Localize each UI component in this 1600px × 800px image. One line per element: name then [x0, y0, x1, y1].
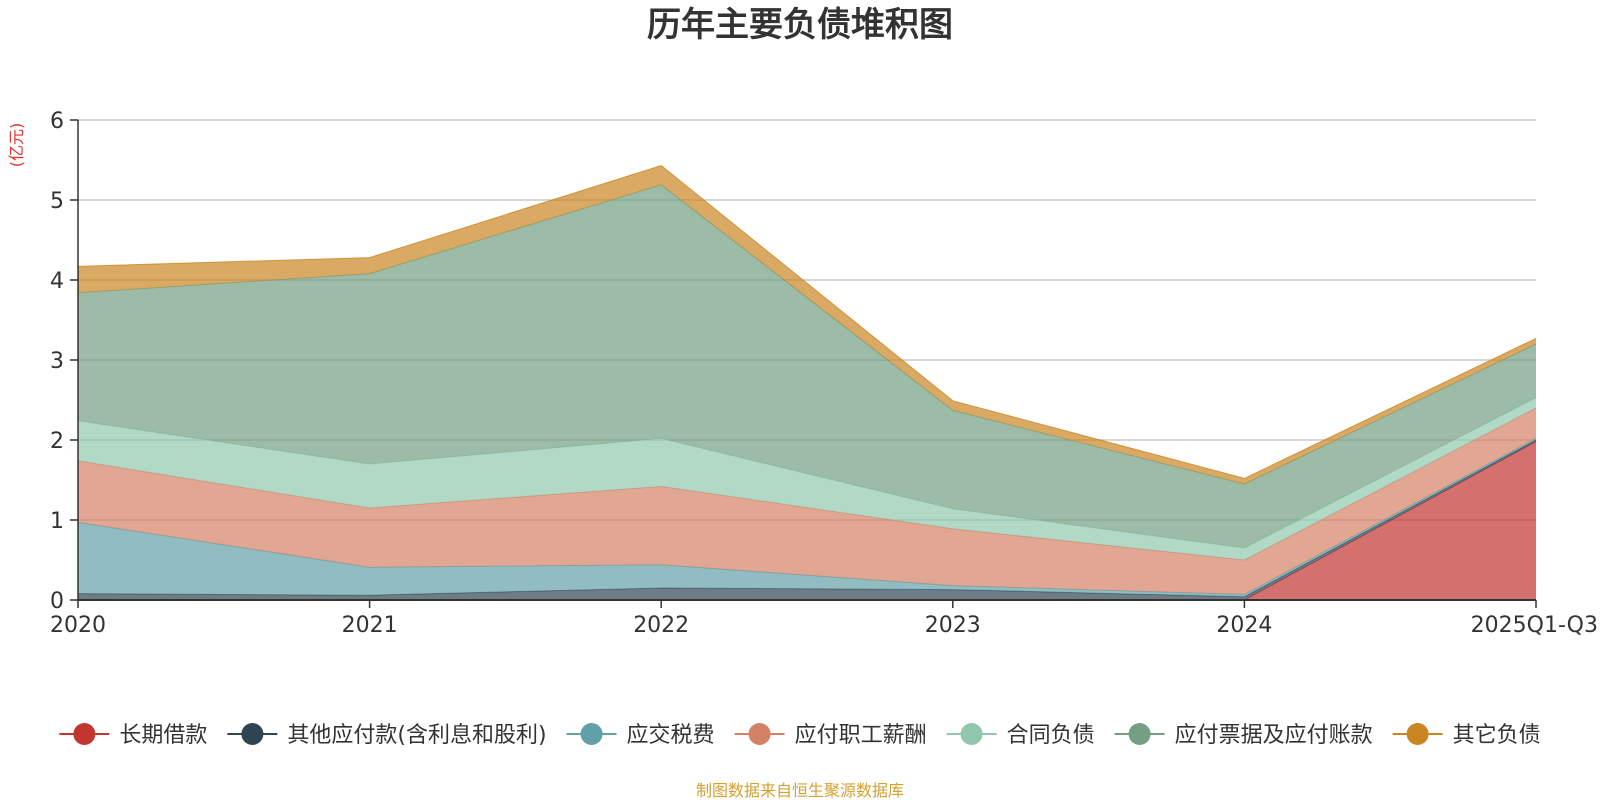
legend-label: 应付票据及应付账款	[1175, 723, 1373, 748]
source-note: 制图数据来自恒生聚源数据库	[696, 781, 904, 800]
legend-item-1[interactable]: 其他应付款(含利息和股利)	[227, 723, 547, 748]
legend-label: 其他应付款(含利息和股利)	[287, 723, 546, 748]
legend-marker-icon	[1128, 723, 1151, 745]
y-tick-label: 0	[50, 589, 64, 614]
legend-marker-icon	[748, 723, 771, 745]
area-series-4	[78, 397, 1536, 560]
legend-item-0[interactable]: 长期借款	[59, 723, 207, 748]
y-tick-label: 4	[50, 269, 64, 294]
legend-item-2[interactable]: 应交税费	[566, 723, 715, 748]
legend-label: 应交税费	[627, 723, 715, 748]
chart-title: 历年主要负债堆积图	[647, 5, 953, 45]
y-tick-label: 1	[50, 509, 64, 534]
legend-marker-icon	[960, 723, 983, 745]
legend-label: 其它负债	[1453, 723, 1541, 748]
area-series-6	[78, 165, 1536, 484]
area-series-line-3	[77, 407, 1537, 561]
legend[interactable]: 长期借款 其他应付款(含利息和股利) 应交税费 应付职工薪酬 合同负债 应付票据及应付账款…	[59, 723, 1541, 748]
y-tick-label: 5	[50, 189, 64, 214]
y-tick-label: 2	[50, 429, 64, 454]
legend-marker-icon	[73, 723, 96, 745]
x-tick-label: 2024	[1216, 613, 1272, 638]
x-tick-label: 2023	[925, 613, 981, 638]
area-series-layer	[77, 165, 1537, 601]
legend-marker-icon	[1406, 723, 1429, 745]
y-axis-unit-label: (亿元)	[7, 123, 26, 168]
legend-item-5[interactable]: 应付票据及应付账款	[1114, 723, 1373, 748]
area-series-5	[78, 184, 1536, 549]
legend-item-3[interactable]: 应付职工薪酬	[734, 723, 927, 748]
area-series-3	[78, 408, 1536, 595]
x-tick-label: 2021	[342, 613, 398, 638]
y-tick-label: 6	[50, 109, 64, 134]
area-series-line-6	[77, 165, 1537, 479]
x-tick-label: 2022	[633, 613, 689, 638]
legend-marker-icon	[241, 723, 264, 745]
legend-label: 长期借款	[119, 723, 207, 748]
axes: 0 1 2 3 4 5 6 2020 2021 2022 2023 2024 2025Q1-Q3	[50, 109, 1598, 638]
y-tick-label: 3	[50, 349, 64, 374]
legend-marker-icon	[580, 723, 603, 745]
x-tick-label: 2020	[50, 613, 106, 638]
area-series-0	[78, 441, 1536, 600]
legend-label: 合同负债	[1007, 723, 1095, 748]
x-tick-label: 2025Q1-Q3	[1471, 613, 1598, 638]
area-series-2	[78, 438, 1536, 597]
legend-label: 应付职工薪酬	[795, 723, 927, 748]
legend-item-4[interactable]: 合同负债	[946, 723, 1095, 748]
legend-item-6[interactable]: 其它负债	[1392, 723, 1541, 748]
